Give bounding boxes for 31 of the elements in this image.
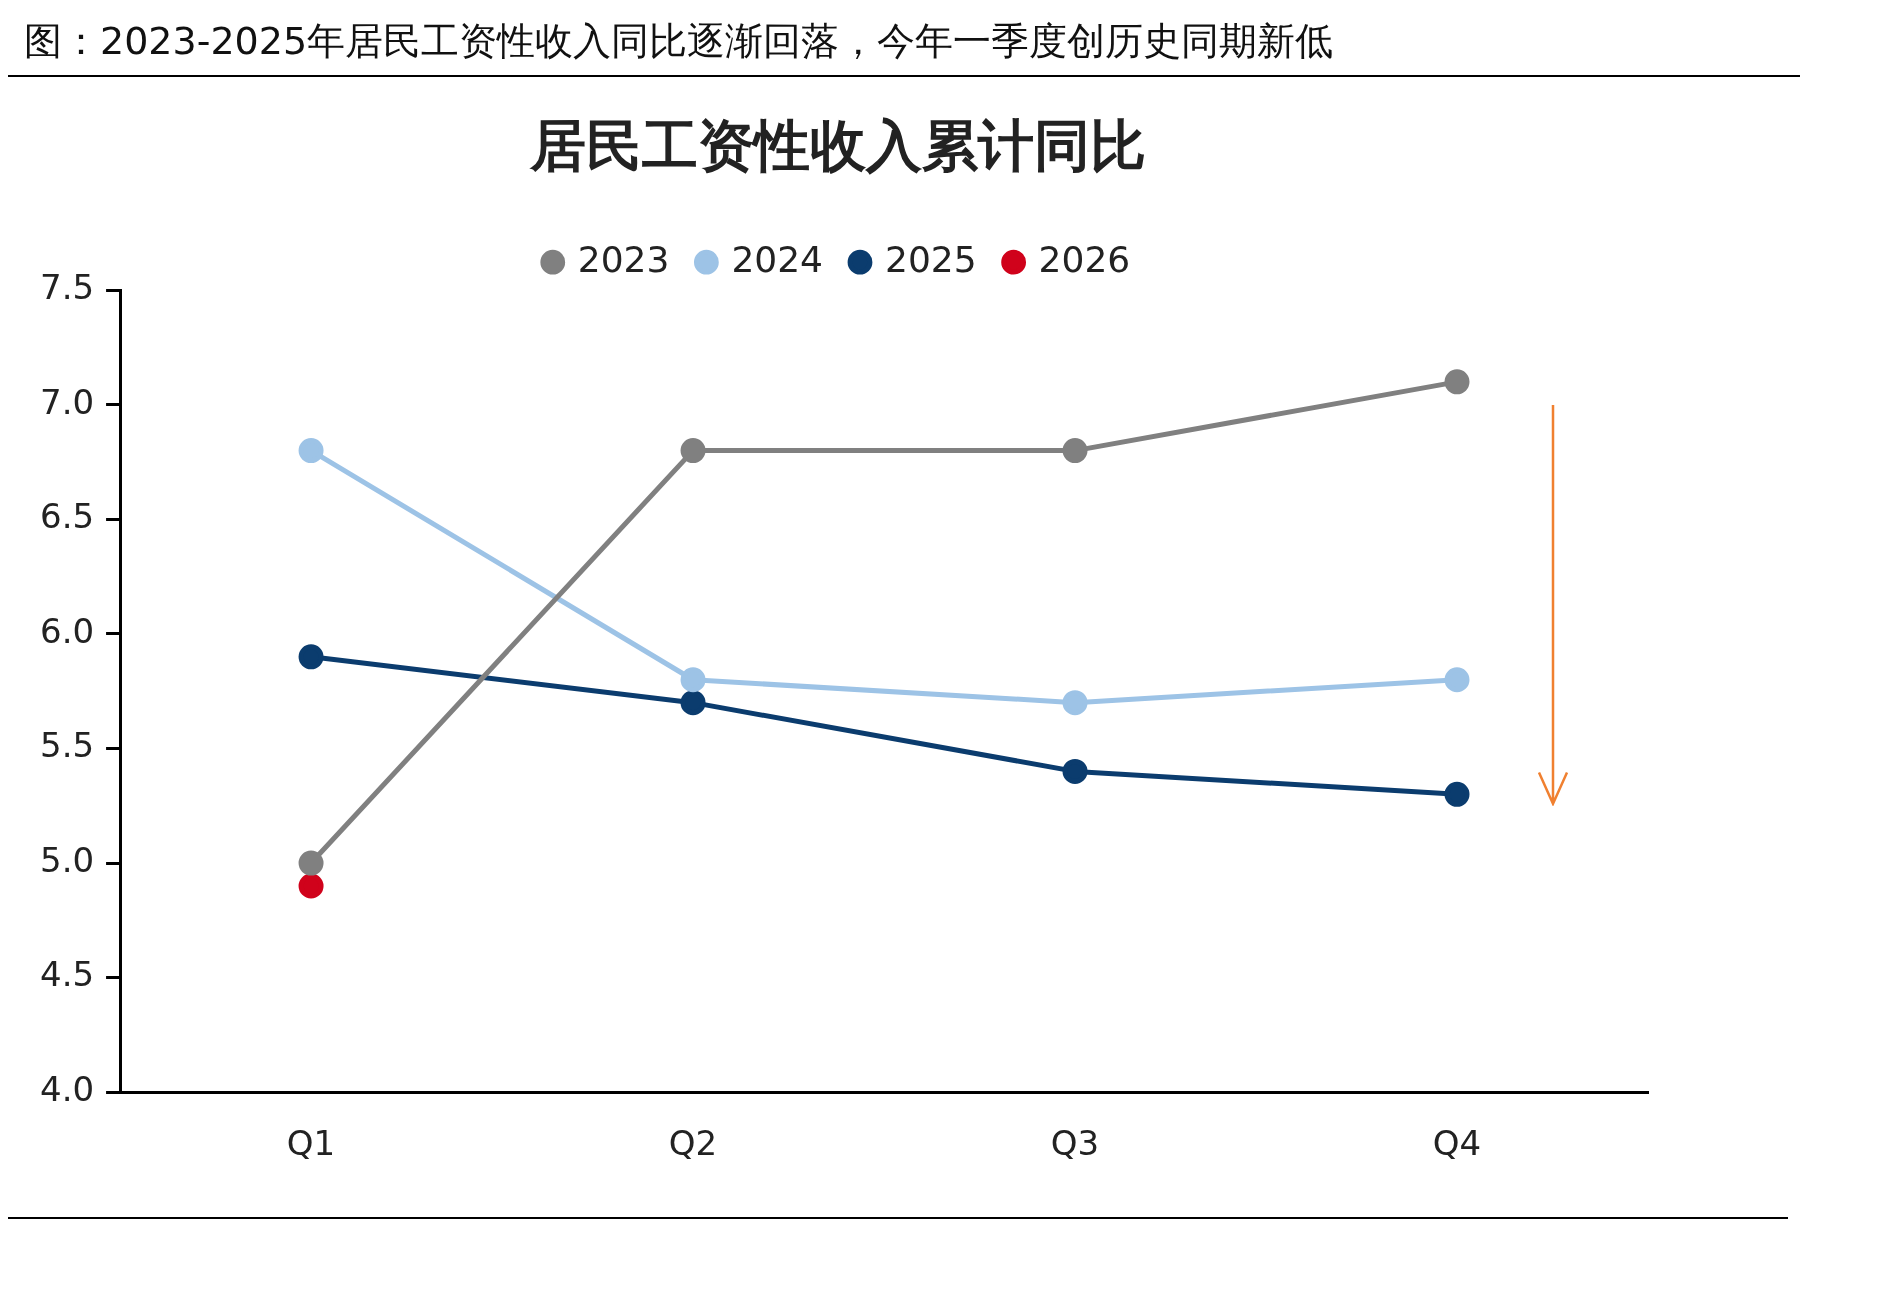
point: [298, 873, 324, 899]
y-tick-label: 6.5: [39, 496, 95, 537]
point: [680, 690, 706, 716]
y-tick-label: 4.5: [39, 954, 95, 995]
point: [298, 438, 324, 464]
point: [1444, 781, 1470, 807]
y-tick-label: 6.0: [39, 610, 95, 651]
chart-title: 图：2023-2025年居民工资性收入同比逐渐回落，今年一季度创历史同期新低: [8, 8, 1800, 77]
x-tick-label: Q1: [286, 1123, 336, 1164]
legend-label: 2023: [577, 238, 670, 280]
point: [680, 667, 706, 693]
y-tick-label: 5.5: [39, 725, 95, 766]
legend-label: 2026: [1038, 238, 1131, 280]
point: [1062, 758, 1088, 784]
chart-subtitle: 居民工资性收入累计同比: [529, 113, 1146, 179]
point: [1444, 369, 1470, 395]
x-tick-label: Q3: [1050, 1123, 1100, 1164]
legend-label: 2024: [731, 238, 824, 280]
point: [298, 850, 324, 876]
point: [1062, 438, 1088, 464]
point: [1444, 667, 1470, 693]
y-tick-label: 7.5: [39, 267, 95, 308]
y-tick-label: 7.0: [39, 381, 95, 422]
x-tick-label: Q2: [668, 1123, 718, 1164]
y-tick-label: 4.0: [39, 1069, 95, 1110]
x-tick-label: Q4: [1432, 1123, 1482, 1164]
point: [1062, 690, 1088, 716]
legend-label: 2025: [885, 238, 977, 280]
point: [298, 644, 324, 670]
y-tick-label: 5.0: [39, 839, 95, 880]
point: [680, 438, 706, 464]
